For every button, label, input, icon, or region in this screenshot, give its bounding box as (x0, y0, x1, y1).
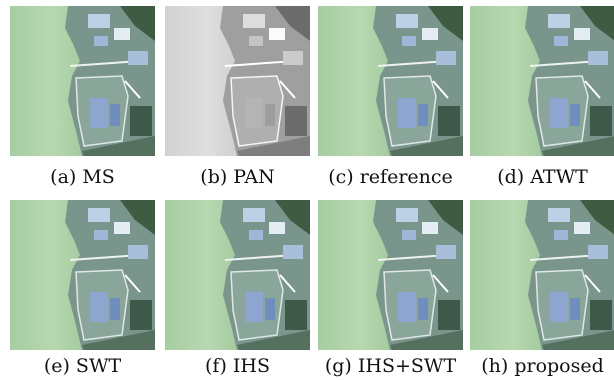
caption: (a) MS (0, 166, 170, 188)
image-pan (165, 6, 310, 156)
caption: (c) reference (303, 166, 478, 188)
image-swt (10, 200, 155, 350)
caption: (e) SWT (0, 355, 170, 377)
figure: (a) MS (b) PAN (c) reference (d) ATWT (e… (0, 0, 614, 380)
panel: (f) IHS (165, 200, 310, 350)
image-proposed (470, 200, 614, 350)
panel: (e) SWT (10, 200, 155, 350)
image-reference (318, 6, 463, 156)
caption: (h) proposed (455, 355, 614, 377)
panel: (c) reference (318, 6, 463, 156)
panel: (a) MS (10, 6, 155, 156)
caption: (g) IHS+SWT (303, 355, 478, 377)
image-atwt (470, 6, 614, 156)
caption: (d) ATWT (455, 166, 614, 188)
panel: (h) proposed (470, 200, 614, 350)
caption: (b) PAN (150, 166, 325, 188)
image-ihs-swt (318, 200, 463, 350)
image-ihs (165, 200, 310, 350)
panel: (d) ATWT (470, 6, 614, 156)
panel: (g) IHS+SWT (318, 200, 463, 350)
image-ms (10, 6, 155, 156)
panel: (b) PAN (165, 6, 310, 156)
caption: (f) IHS (150, 355, 325, 377)
